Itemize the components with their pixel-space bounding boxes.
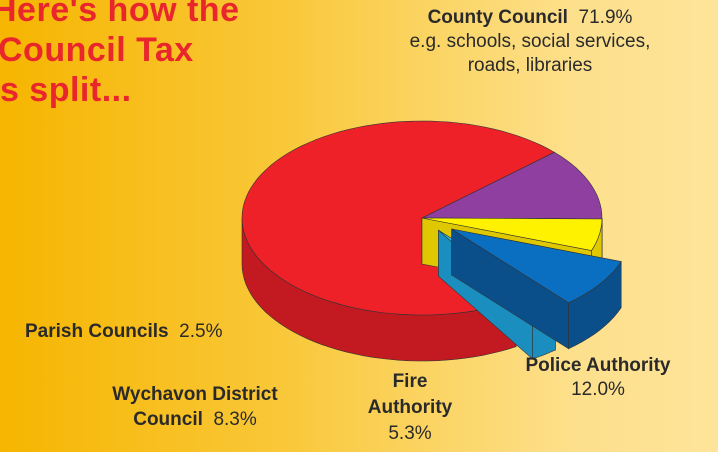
county-council-percent: 71.9% [578,7,633,28]
fire-authority-percent: 5.3% [388,423,432,444]
label-fire-authority-2: Authority [360,396,460,420]
label-parish-councils: Parish Councils 2.5% [25,320,222,344]
label-fire-authority-1: Fire [360,370,460,394]
police-authority-name: Police Authority [525,355,671,376]
pie-slice-top [421,217,603,251]
parish-councils-name: Parish Councils [25,321,169,342]
police-authority-percent: 12.0% [571,379,625,400]
pie-slice-top [421,151,603,220]
pie-slice-wychavon-district-council [451,228,622,350]
county-council-note-2: roads, libraries [467,55,593,76]
county-council-note-1: e.g. schools, social services, [409,31,651,52]
parish-councils-percent: 2.5% [179,321,223,342]
label-wychavon-2: Council 8.3% [80,408,310,432]
headline-line-3: is split... [0,71,132,109]
wychavon-name-2: Council [133,409,203,430]
wychavon-name-1: Wychavon District [112,384,278,405]
headline-line-2: Council Tax [0,31,194,69]
label-police-authority: Police Authority [498,354,698,378]
fire-authority-name-2: Authority [367,397,453,418]
label-wychavon-1: Wychavon District [80,383,310,407]
headline-line-1: Here's how the [0,0,240,29]
fire-authority-name-1: Fire [392,371,428,392]
county-council-name: County Council [427,7,568,28]
wychavon-percent: 8.3% [213,409,257,430]
label-county-council: County Council 71.9% [360,6,700,30]
pie-slice-top [451,228,622,304]
